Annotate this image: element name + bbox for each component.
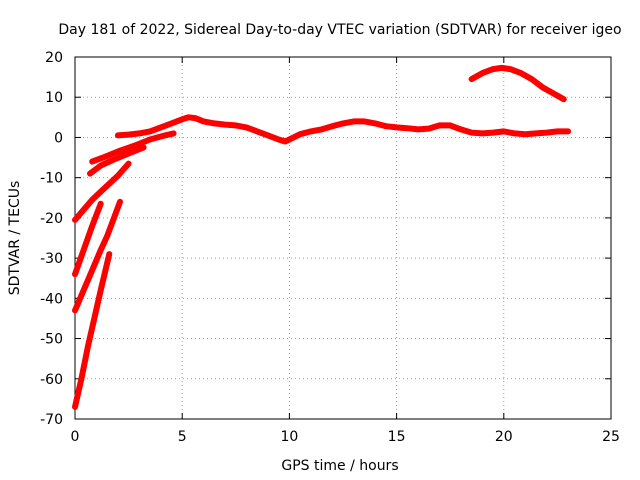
x-tick-label: 5 — [178, 429, 187, 445]
x-tick-label: 25 — [602, 429, 620, 445]
series-arc-5 — [72, 198, 123, 314]
x-tick-label: 20 — [495, 429, 513, 445]
series-arc-6 — [72, 251, 113, 410]
y-tick-label: -60 — [40, 372, 63, 388]
y-tick-label: -40 — [40, 291, 63, 307]
y-tick-label: 20 — [45, 50, 63, 66]
series-evening — [468, 64, 567, 103]
axis-ticks: 0 5 10 15 20 25 -70 -60 -50 -40 -30 -20 -10 0 10 20 — [40, 50, 620, 445]
y-tick-label: 10 — [45, 90, 63, 106]
x-tick-label: 10 — [280, 429, 298, 445]
series-arc-3 — [72, 160, 132, 223]
y-tick-label: -10 — [40, 171, 63, 187]
plot-frame — [74, 56, 612, 420]
x-axis-label: GPS time / hours — [281, 458, 398, 474]
series-arc-2 — [87, 144, 147, 177]
series-arc-1 — [89, 130, 177, 165]
y-tick-label: 0 — [54, 130, 63, 146]
x-tick-label: 0 — [71, 429, 80, 445]
y-tick-label: -70 — [40, 412, 63, 428]
data-series — [72, 64, 572, 410]
y-tick-label: -20 — [40, 211, 63, 227]
grid-lines — [75, 57, 611, 419]
x-tick-label: 15 — [388, 429, 406, 445]
y-tick-label: -50 — [40, 332, 63, 348]
series-main — [114, 114, 572, 145]
y-tick-label: -30 — [40, 251, 63, 267]
series-arc-4 — [72, 200, 104, 278]
chart-title: Day 181 of 2022, Sidereal Day-to-day VTE… — [58, 22, 621, 38]
y-axis-label: SDTVAR / TECUs — [7, 181, 23, 296]
